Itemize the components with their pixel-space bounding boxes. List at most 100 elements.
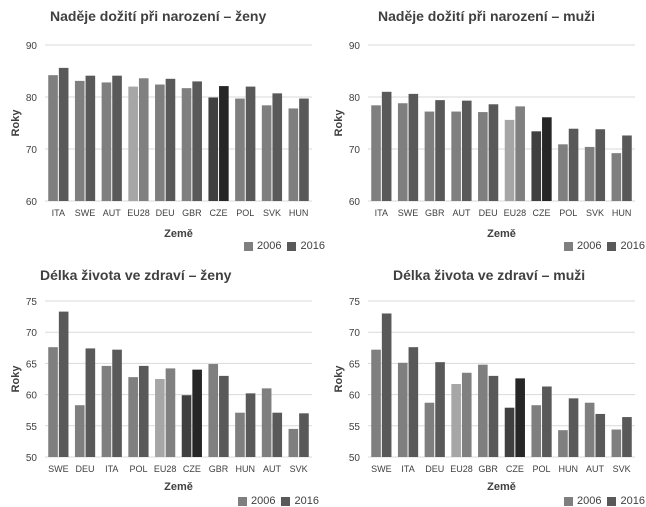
y-tick-label: 65 (26, 359, 38, 370)
bar-deu-2016 (85, 348, 96, 457)
legend-swatch-2016 (287, 241, 297, 251)
legend-item-2006: 2006 (564, 495, 601, 507)
x-tick-label: CZE (183, 464, 201, 474)
bar-cze-2006 (208, 97, 219, 201)
bar-svk-2006 (611, 429, 622, 457)
bar-deu-2006 (478, 112, 488, 201)
bar-cze-2016 (219, 86, 229, 201)
bar-cze-2006 (504, 407, 515, 457)
legend-swatch-2006 (564, 496, 573, 506)
chart-panel-2: Naděje dožití při narození – muži 60 70 80… (323, 0, 646, 253)
bar-gbr-2006 (478, 364, 488, 457)
bar-hun-2016 (299, 98, 309, 201)
legend-label: 2016 (620, 240, 645, 252)
bar-swe-2006 (371, 349, 381, 457)
x-tick-label: SWE (398, 208, 419, 218)
legend-label: 2016 (300, 240, 325, 252)
y-tick-label: 90 (349, 41, 361, 52)
bar-eu28-2016 (165, 368, 176, 457)
bar-cze-2016 (542, 117, 552, 201)
x-axis-label: Země (164, 481, 193, 493)
bar-eu28-2016 (515, 106, 525, 201)
bar-gbr-2016 (488, 375, 499, 457)
bar-pol-2016 (568, 128, 579, 201)
legend-label: 2016 (294, 495, 319, 507)
chart-legend: 2006 2016 (232, 495, 319, 507)
y-tick-label: 65 (349, 359, 361, 370)
y-tick-label: 90 (26, 41, 38, 52)
bar-cze-2006 (181, 395, 192, 457)
bar-swe-2006 (397, 103, 408, 201)
x-tick-label: POL (236, 208, 254, 218)
legend-swatch-2016 (607, 496, 617, 506)
x-tick-label: AUT (103, 208, 122, 218)
x-tick-label: SWE (371, 464, 392, 474)
bar-ita-2016 (58, 67, 69, 201)
bar-swe-2016 (58, 311, 69, 457)
y-tick-label: 50 (349, 453, 361, 464)
bar-swe-2006 (74, 80, 85, 201)
x-tick-label: GBR (209, 464, 229, 474)
y-axis-label: Roky (333, 109, 345, 137)
chart-panel-1: Naděje dožití při narození – ženy 60 70 80… (0, 0, 325, 253)
bar-ita-2006 (371, 105, 381, 201)
bar-svk-2016 (622, 417, 632, 457)
x-tick-label: POL (129, 464, 147, 474)
x-tick-label: ITA (52, 208, 65, 218)
y-tick-label: 70 (349, 145, 361, 156)
y-axis-label: Roky (10, 365, 22, 393)
x-tick-label: SVK (263, 208, 281, 218)
bar-ita-2016 (381, 91, 392, 201)
bar-hun-2016 (622, 135, 632, 201)
bar-deu-2016 (165, 78, 176, 201)
bar-cze-2016 (515, 378, 525, 457)
chart-panel-3: Délka života ve zdraví – ženy 50 55 60 65 70… (0, 253, 323, 507)
y-tick-label: 70 (26, 328, 38, 339)
x-tick-label: EU28 (127, 208, 150, 218)
x-tick-label: ITA (375, 208, 388, 218)
bar-deu-2006 (155, 84, 165, 201)
x-tick-label: GBR (182, 208, 202, 218)
bar-aut-2016 (272, 412, 283, 457)
legend-swatch-2006 (238, 496, 247, 506)
x-axis-label: Země (487, 481, 516, 493)
x-tick-label: AUT (263, 464, 282, 474)
x-tick-label: GBR (478, 464, 498, 474)
bar-hun-2006 (558, 430, 568, 457)
bar-eu28-2006 (451, 383, 461, 457)
bar-hun-2006 (288, 108, 299, 201)
legend-item-2006: 2006 (564, 240, 601, 252)
legend-item-2016: 2016 (607, 495, 645, 507)
bar-svk-2016 (299, 413, 309, 457)
bar-gbr-2016 (219, 375, 229, 457)
x-tick-label: HUN (289, 208, 309, 218)
bar-eu28-2006 (155, 379, 165, 457)
bar-ita-2006 (397, 362, 408, 457)
bar-hun-2016 (568, 398, 579, 457)
legend-label: 2016 (620, 495, 645, 507)
bar-gbr-2006 (181, 88, 192, 201)
legend-label: 2006 (257, 240, 282, 252)
x-tick-label: EU28 (450, 464, 473, 474)
bar-svk-2006 (261, 105, 272, 201)
bar-deu-2016 (488, 104, 499, 201)
y-tick-label: 60 (26, 391, 38, 402)
y-tick-label: 50 (26, 453, 38, 464)
x-tick-label: SVK (290, 464, 308, 474)
chart-legend: 2006 2016 (558, 495, 645, 507)
x-tick-label: CZE (506, 464, 524, 474)
legend-swatch-2016 (607, 241, 617, 251)
chart-svg: 60 70 80 90 Roky ITA SWE AUT EU28 DEU GBR CZE POL SVK… (10, 41, 312, 240)
chart-title: Naděje dožití při narození – ženy (50, 8, 267, 24)
legend-item-2006: 2006 (244, 240, 281, 252)
legend-label: 2006 (577, 240, 602, 252)
x-tick-label: AUT (452, 208, 471, 218)
bar-swe-2016 (85, 75, 96, 201)
x-tick-label: SWE (75, 208, 96, 218)
x-tick-label: HUN (236, 464, 256, 474)
bar-deu-2006 (74, 405, 85, 457)
bar-ita-2016 (408, 347, 419, 457)
x-tick-label: CZE (533, 208, 551, 218)
x-axis-label: Země (487, 228, 516, 240)
x-tick-label: CZE (210, 208, 228, 218)
